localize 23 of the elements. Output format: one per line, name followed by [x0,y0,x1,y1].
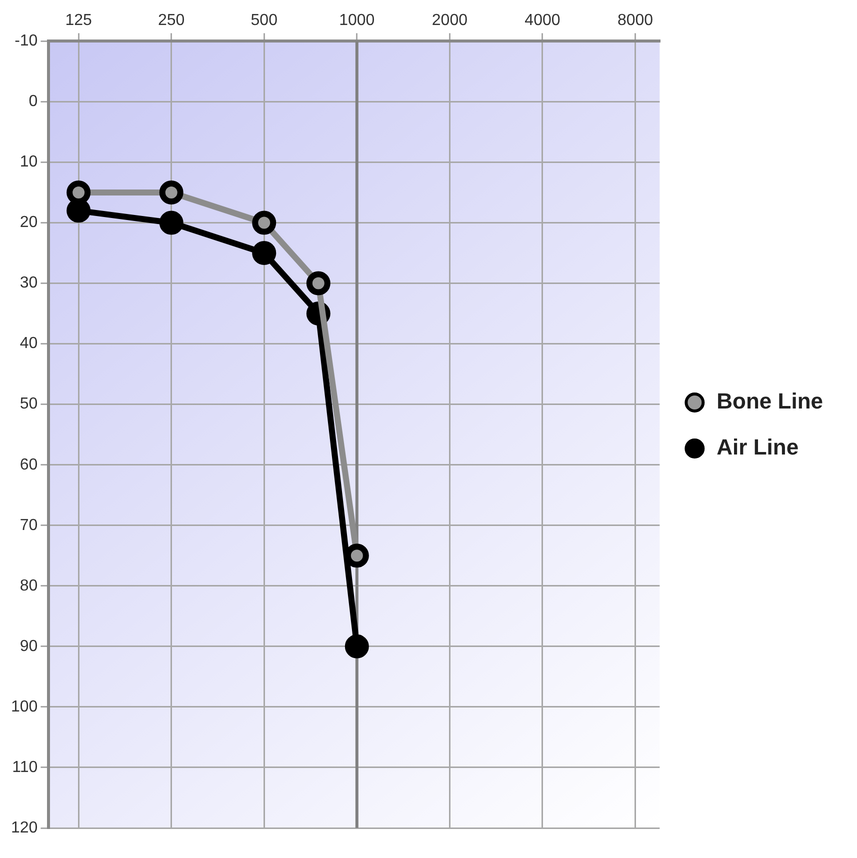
y-tick-label: 70 [20,516,38,534]
y-tick-label: 90 [20,638,38,655]
y-tick-label: 100 [10,698,38,716]
x-tick-label: 4000 [524,12,560,30]
x-tick-label: 250 [158,12,185,30]
y-tick-label: 0 [28,93,38,110]
y-tick-label: 20 [20,214,38,232]
legend-label: Bone Line [716,388,824,414]
legend-label: Air Line [716,434,799,460]
x-tick-label: 1000 [339,12,375,30]
y-tick-label: 110 [12,758,38,776]
x-tick-label: 2000 [432,12,468,30]
y-tick-label: 60 [20,456,38,474]
x-tick-label: 500 [250,12,278,30]
y-tick-label: 30 [20,274,38,292]
y-tick-label: 80 [20,577,38,594]
x-tick-label: 8000 [617,12,654,30]
y-tick-label: 50 [20,396,38,413]
x-tick-label: 125 [65,12,92,30]
y-tick-label: 120 [10,819,38,836]
y-tick-label: 40 [20,335,38,352]
y-tick-label: -10 [14,32,38,50]
y-tick-label: 10 [20,154,38,171]
